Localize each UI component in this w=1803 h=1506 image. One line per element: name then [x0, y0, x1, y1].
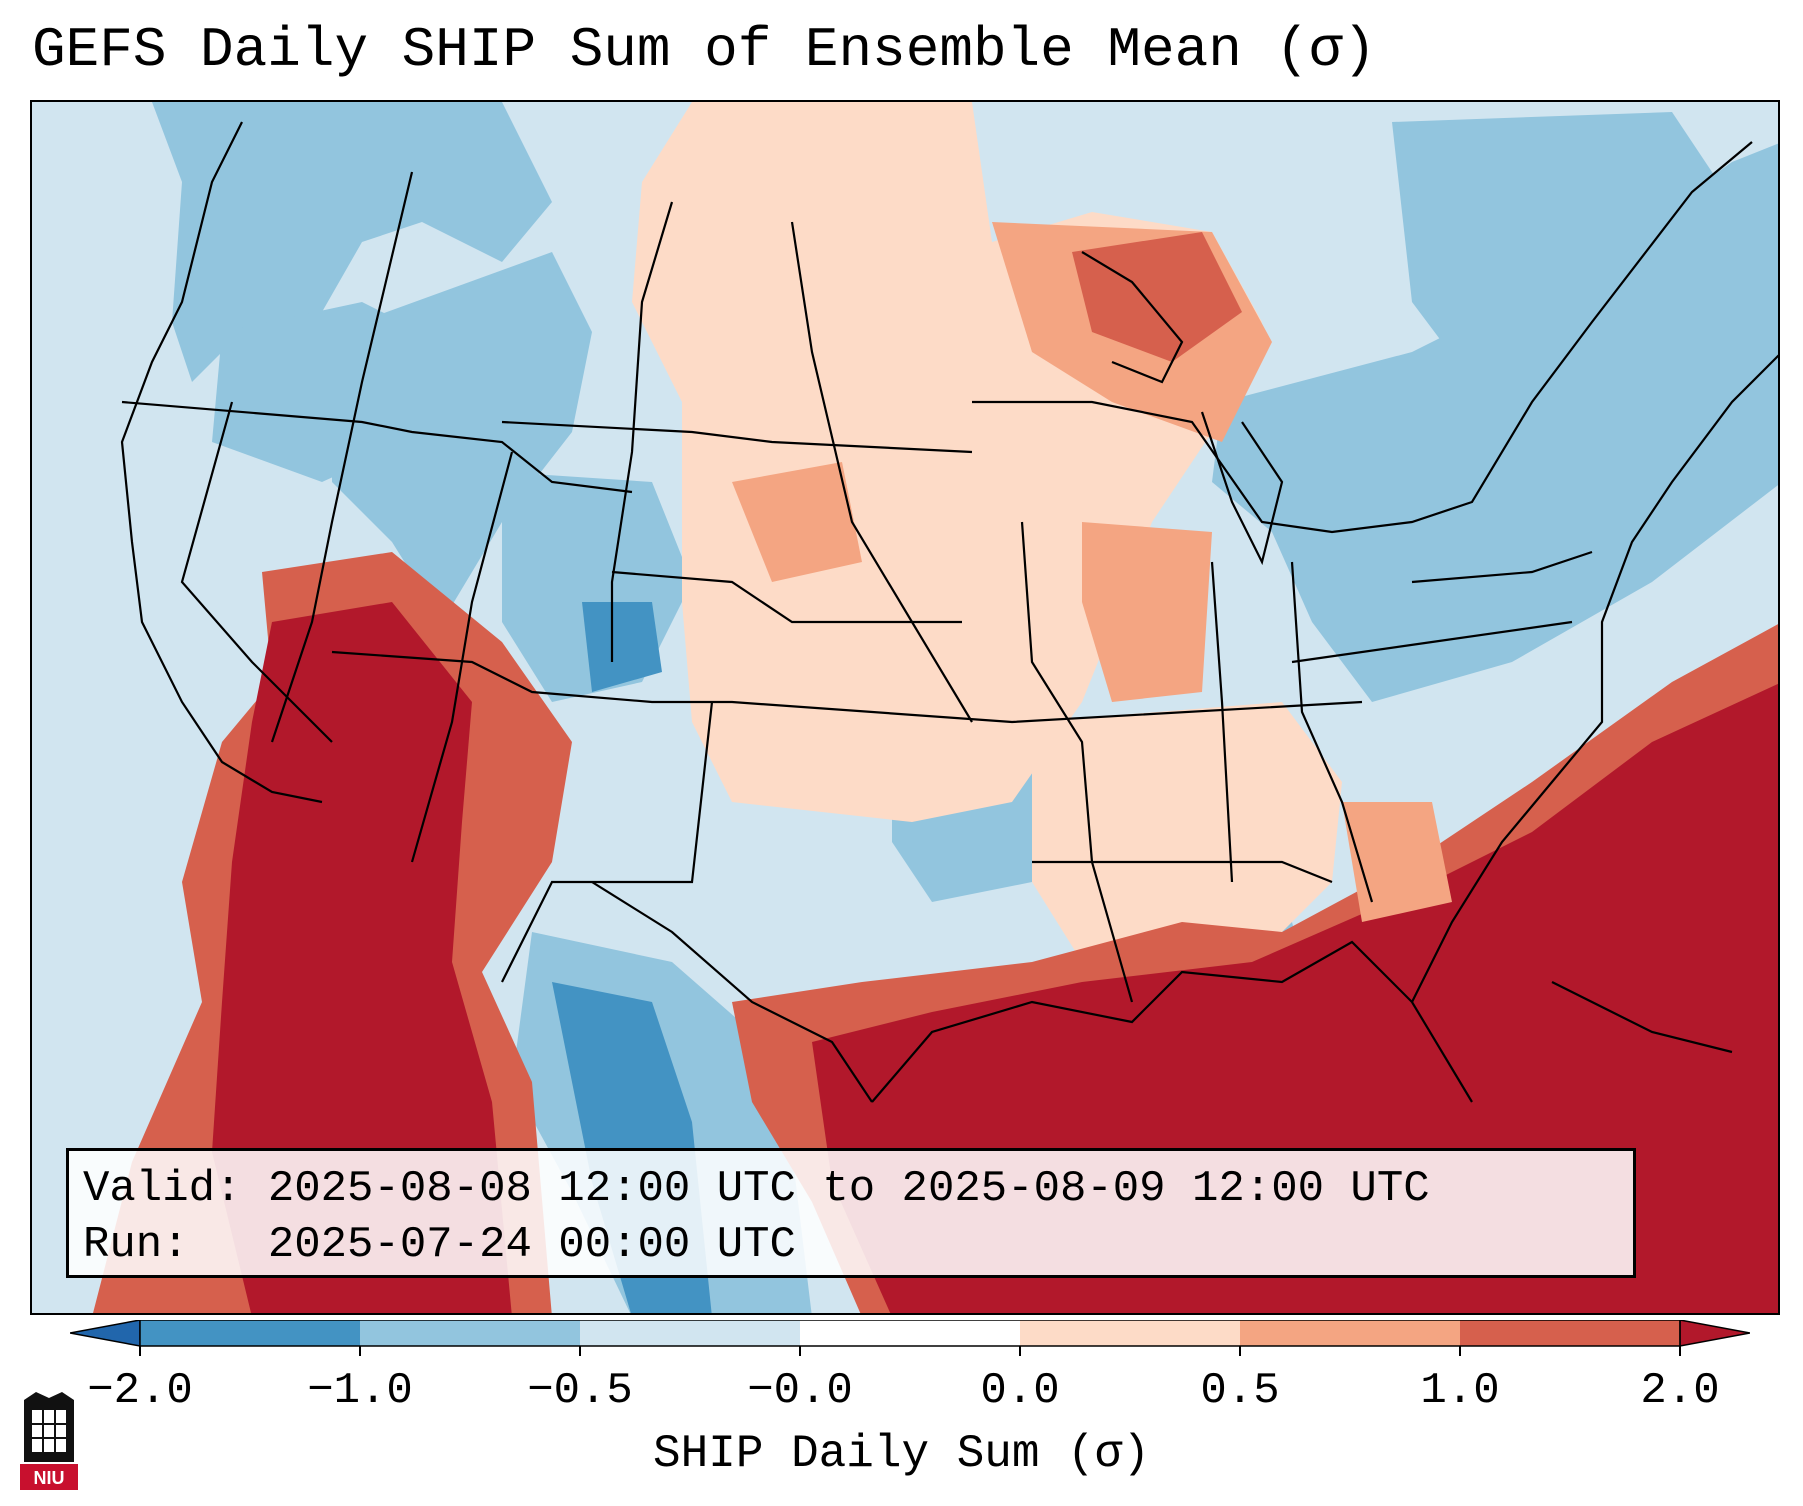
thirty-seventh-parallel [331, 650, 1363, 724]
canada-east-region [1392, 112, 1732, 382]
colorbar-tick-label: 0.0 [980, 1366, 1060, 1416]
tennessee-valley-region [1032, 702, 1342, 962]
map-panel [30, 100, 1780, 1315]
valid-run-infobox: Valid: 2025-08-08 12:00 UTC to 2025-08-0… [66, 1148, 1636, 1278]
rockies-border [610, 201, 674, 662]
colorbar-tick-label: 0.5 [1200, 1366, 1280, 1416]
valid-line: Valid: 2025-08-08 12:00 UTC to 2025-08-0… [83, 1161, 1619, 1217]
nevada-border [180, 401, 333, 743]
colorbar-label-text: SHIP Daily Sum (σ) [653, 1428, 1150, 1480]
great-lakes-border [972, 141, 1753, 534]
colorbar-segment [360, 1320, 581, 1346]
colorbar-tick-label: 2.0 [1640, 1366, 1720, 1416]
tower-window-block [32, 1410, 66, 1452]
southwest-core [212, 602, 512, 1313]
illinois-region [1082, 522, 1212, 702]
northwest-region [152, 102, 552, 382]
colorbar-extend-low [70, 1320, 141, 1347]
colorbar-tick-label: −2.0 [87, 1366, 193, 1416]
atlantic-coast [1411, 354, 1778, 1003]
colorbar-tick-label: −0.0 [747, 1366, 853, 1416]
mississippi-river [1020, 521, 1134, 1003]
idaho-nevada-border [270, 171, 414, 743]
logo-text: NIU [34, 1468, 65, 1488]
colorado-core [582, 602, 662, 692]
colorbar-segment [580, 1320, 801, 1346]
run-value: 2025-07-24 00:00 UTC [267, 1220, 796, 1270]
colorbar [70, 1320, 1750, 1356]
colorbar-segment [1240, 1320, 1461, 1346]
west-coast-outline [120, 121, 323, 804]
colorbar-tick-label: −0.5 [527, 1366, 633, 1416]
cuba-outline [1551, 981, 1733, 1054]
university-tower-icon: NIU [20, 1392, 78, 1490]
valid-value: 2025-08-08 12:00 UTC to 2025-08-09 12:00… [267, 1164, 1430, 1214]
gulf-coast [871, 940, 1473, 1103]
logo-badge [20, 1464, 78, 1490]
northern-border-west [121, 400, 633, 494]
colorbar-segment [800, 1320, 1021, 1346]
new-mexico-texas-border [501, 701, 714, 983]
indiana-border [1210, 561, 1234, 883]
run-label: Run: [83, 1220, 189, 1270]
pennsylvania-border [1411, 550, 1593, 584]
colorbar-tick-label: 1.0 [1420, 1366, 1500, 1416]
southern-state-line [1032, 860, 1333, 884]
chart-title: GEFS Daily SHIP Sum of Ensemble Mean (σ) [32, 18, 1377, 82]
plains-border [790, 221, 973, 723]
kansas-nebraska-border [611, 570, 962, 624]
colorbar-tick-label: −1.0 [307, 1366, 413, 1416]
run-line: Run: 2025-07-24 00:00 UTC [83, 1217, 1619, 1273]
colorbar-label: SHIP Daily Sum (σ) [0, 1428, 1803, 1480]
valid-label: Valid: [83, 1164, 242, 1214]
colorbar-outline [139, 1320, 1681, 1347]
virginia-border [1291, 620, 1573, 664]
colorbar-segment [1020, 1320, 1241, 1346]
wyoming-dakota-border [501, 420, 973, 454]
colorbar-segment [140, 1320, 361, 1346]
lake-superior-shore [1081, 251, 1184, 384]
nebraska-region [732, 462, 862, 582]
lake-michigan-shore [1200, 411, 1284, 566]
ship-anomaly-map [32, 102, 1778, 1313]
state-borders [120, 121, 1778, 1103]
texas-mexico-border [591, 881, 873, 1103]
colorbar-segment [1460, 1320, 1681, 1346]
georgia-border [1290, 561, 1374, 903]
colorbar-extend-high [1679, 1320, 1750, 1347]
lake-superior-region [1072, 232, 1242, 362]
